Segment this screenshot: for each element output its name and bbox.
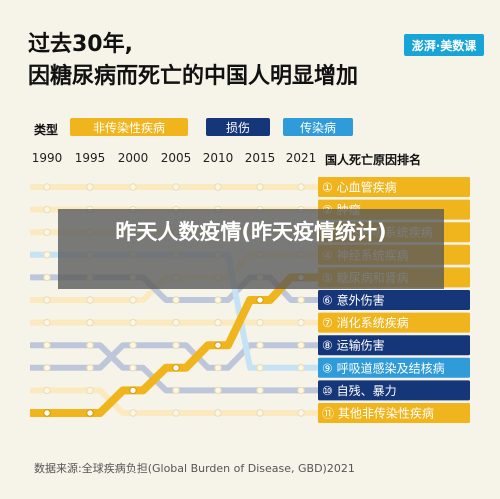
- rank-label: ⑪ 其他非传染性疾病: [322, 406, 434, 421]
- rank-label: ⑧ 运输伤害: [322, 338, 385, 353]
- data-point: [256, 364, 264, 372]
- x-tick-label: 1995: [74, 151, 106, 165]
- legend-item-noncommunicable: 非传染性疾病: [70, 118, 188, 136]
- data-point: [214, 318, 222, 327]
- data-point: [214, 386, 222, 395]
- rank-badge: [318, 177, 470, 197]
- rank-badge: [318, 290, 470, 310]
- data-point: [297, 318, 305, 327]
- rank-label: ⑥ 意外伤害: [322, 293, 385, 308]
- data-point: [172, 409, 180, 417]
- title-line-2: 因糖尿病而死亡的中国人明显增加: [28, 64, 359, 89]
- rank-header: 国人死亡原因排名: [325, 153, 422, 167]
- data-point: [43, 386, 51, 395]
- data-point: [172, 318, 180, 327]
- data-point: [297, 296, 305, 304]
- data-point: [297, 364, 305, 372]
- data-point: [86, 183, 94, 191]
- data-point: [43, 205, 51, 214]
- x-tick-label: 2000: [117, 151, 149, 165]
- data-point: [43, 409, 51, 417]
- rank-badge: [318, 312, 470, 333]
- data-source: 数据来源:全球疾病负担(Global Burden of Disease, GB…: [34, 462, 355, 475]
- data-point: [86, 296, 94, 304]
- x-tick-label: 2021: [285, 151, 317, 165]
- data-point: [214, 409, 222, 417]
- rank-badge: [318, 357, 470, 378]
- rank-label: ⑦ 消化系统疾病: [322, 315, 409, 330]
- data-point: [129, 341, 137, 349]
- data-point: [172, 183, 180, 191]
- rank-badge: [318, 403, 470, 423]
- data-point: [129, 318, 137, 327]
- data-point: [256, 296, 264, 304]
- x-tick-label: 2010: [202, 151, 234, 165]
- legend-label: 类型: [34, 123, 59, 137]
- data-point: [86, 341, 94, 349]
- data-point: [172, 341, 180, 349]
- overlay-text: 昨天人数疫情(昨天疫情统计): [115, 220, 387, 244]
- data-point: [43, 251, 51, 259]
- brand-logo: 澎湃·美数课: [404, 34, 484, 56]
- legend-item-communicable: 传染病: [283, 118, 353, 136]
- data-point: [297, 341, 305, 349]
- rank-label: ① 心血管疾病: [322, 180, 397, 195]
- rank-badge: [318, 335, 470, 356]
- data-point: [129, 296, 137, 304]
- rank-label: ⑨ 呼吸道感染及结核病: [322, 360, 445, 375]
- data-point: [297, 409, 305, 417]
- data-point: [43, 318, 51, 327]
- rank-label: ⑩ 自残、暴力: [322, 384, 397, 398]
- rank-badge: [318, 380, 470, 401]
- data-point: [214, 296, 222, 304]
- data-point: [86, 364, 94, 372]
- data-point: [43, 273, 51, 282]
- data-point: [129, 183, 137, 191]
- x-tick-label: 2005: [160, 151, 192, 165]
- data-point: [172, 296, 180, 304]
- x-tick-label: 2015: [244, 151, 276, 165]
- data-point: [43, 364, 51, 372]
- legend-item-injury: 损伤: [206, 118, 270, 136]
- data-point: [297, 183, 305, 191]
- data-point: [256, 318, 264, 327]
- data-point: [256, 341, 264, 349]
- data-point: [214, 183, 222, 191]
- data-point: [297, 386, 305, 395]
- data-point: [129, 409, 137, 417]
- data-point: [256, 409, 264, 417]
- data-point: [214, 364, 222, 372]
- data-point: [172, 364, 180, 372]
- data-point: [43, 296, 51, 304]
- data-point: [86, 318, 94, 327]
- data-point: [129, 386, 137, 395]
- x-tick-label: 1990: [31, 151, 63, 165]
- data-point: [172, 386, 180, 395]
- title-line-1: 过去30年,: [28, 32, 133, 57]
- data-point: [256, 183, 264, 191]
- data-point: [43, 228, 51, 236]
- headline-overlay: 昨天人数疫情(昨天疫情统计): [58, 209, 444, 289]
- data-point: [86, 386, 94, 395]
- data-point: [214, 341, 222, 349]
- data-point: [256, 386, 264, 395]
- data-point: [43, 341, 51, 349]
- data-point: [43, 183, 51, 191]
- data-point: [86, 409, 94, 417]
- data-point: [129, 364, 137, 372]
